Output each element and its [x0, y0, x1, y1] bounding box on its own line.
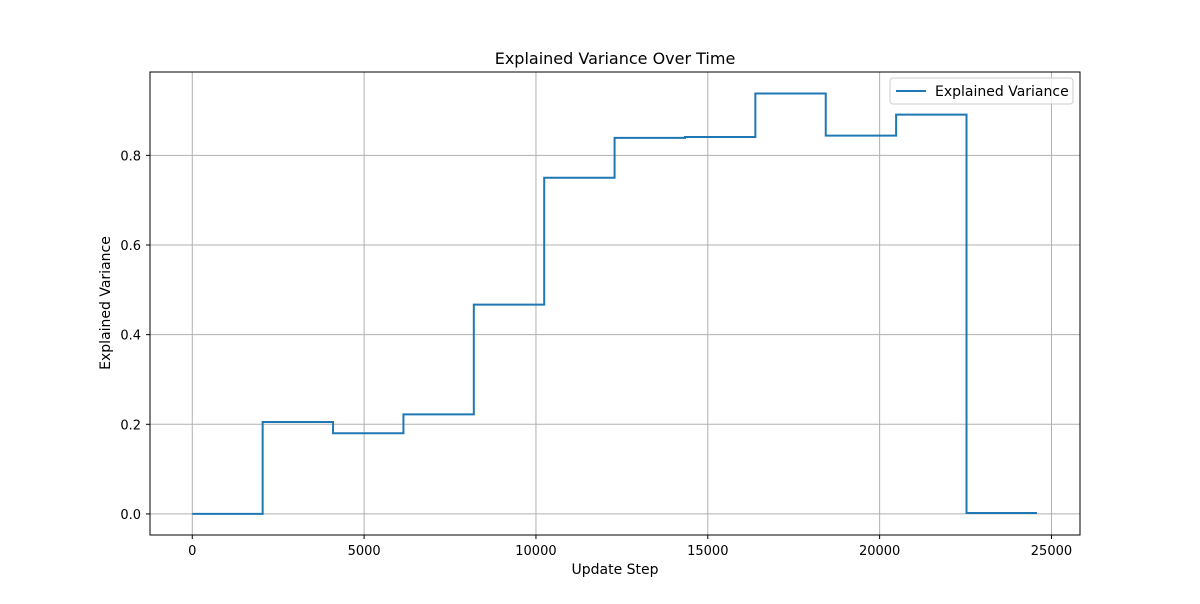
x-axis-ticks: 0 5000 10000 15000 20000 25000 [188, 535, 1072, 559]
legend-label: Explained Variance [935, 84, 1069, 100]
y-tick-label: 0.0 [120, 508, 141, 523]
y-axis-label: Explained Variance [98, 236, 114, 370]
chart-title: Explained Variance Over Time [495, 49, 736, 68]
axes-frame [149, 71, 1081, 536]
legend-box [889, 77, 1074, 105]
x-tick-label: 25000 [1031, 544, 1072, 559]
y-tick-label: 0.8 [120, 149, 141, 164]
x-tick-label: 15000 [687, 544, 728, 559]
series-layer [192, 92, 1037, 515]
y-tick-label: 0.6 [120, 239, 141, 254]
y-axis-ticks: 0.0 0.2 0.4 0.6 0.8 [120, 149, 150, 523]
x-tick-label: 0 [188, 544, 196, 559]
y-tick-label: 0.2 [120, 418, 141, 433]
series-line-explained-variance [192, 92, 1037, 515]
x-tick-label: 10000 [515, 544, 556, 559]
x-tick-label: 5000 [348, 544, 381, 559]
x-tick-label: 20000 [859, 544, 900, 559]
legend: Explained Variance [889, 77, 1074, 105]
x-axis-label: Update Step [571, 562, 658, 578]
y-tick-label: 0.4 [120, 329, 141, 344]
